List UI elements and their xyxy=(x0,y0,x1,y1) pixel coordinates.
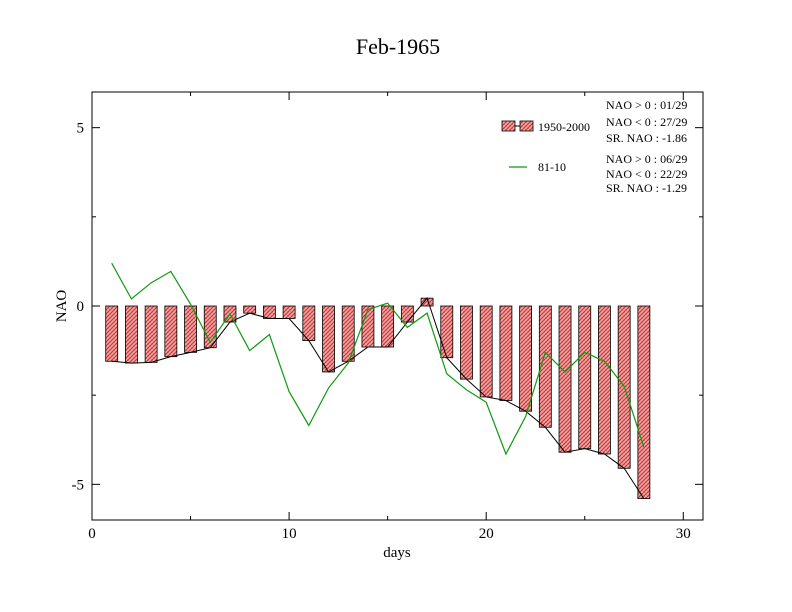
stat-nao-positive-1950: NAO > 0 : 01/29 xyxy=(606,98,687,112)
x-tick-label-0: 0 xyxy=(88,526,96,542)
axis-tick-labels: 0 10 20 30 -5 0 5 xyxy=(72,121,691,542)
legend-label-81-10: 81-10 xyxy=(538,160,566,174)
bar-day-15 xyxy=(381,305,395,348)
legend-bar-swatch-2 xyxy=(519,120,534,132)
x-axis-label: days xyxy=(383,545,411,561)
stat-nao-negative-1950: NAO < 0 : 27/29 xyxy=(606,115,687,129)
stat-sr-nao-1950: SR. NAO : -1.86 xyxy=(606,131,687,145)
bar-day-14 xyxy=(361,305,375,348)
x-tick-label-10: 10 xyxy=(282,526,297,542)
bar-day-24 xyxy=(558,305,572,453)
bar-day-21 xyxy=(499,305,513,401)
bar-day-3 xyxy=(144,305,158,363)
bar-day-26 xyxy=(598,305,611,455)
bar-day-9 xyxy=(262,305,276,319)
bar-day-22 xyxy=(519,305,533,412)
bar-day-4 xyxy=(164,305,178,358)
bar-day-8 xyxy=(243,305,257,314)
x-tick-label-30: 30 xyxy=(676,526,691,542)
legend-label-1950-2000: 1950-2000 xyxy=(538,120,590,134)
chart-title: Feb-1965 xyxy=(356,34,440,59)
y-tick-label-5: 5 xyxy=(77,121,85,137)
stat-nao-negative-8110: NAO < 0 : 22/29 xyxy=(606,167,687,181)
bar-day-20 xyxy=(479,305,493,398)
bar-day-25 xyxy=(578,305,592,450)
y-tick-label-0: 0 xyxy=(77,299,85,315)
bar-day-12 xyxy=(322,305,335,373)
x-tick-label-20: 20 xyxy=(479,526,494,542)
y-axis-label: NAO xyxy=(54,290,70,323)
stat-nao-positive-8110: NAO > 0 : 06/29 xyxy=(606,152,687,166)
bar-day-16 xyxy=(400,305,414,323)
bar-outline-line xyxy=(111,297,645,499)
bar-day-28 xyxy=(637,305,651,500)
bar-day-2 xyxy=(125,305,138,364)
y-tick-label--5: -5 xyxy=(72,477,85,493)
legend: 1950-2000 81-10 NAO > 0 : 01/29 NAO < 0 … xyxy=(501,98,687,195)
axis-ticks xyxy=(91,92,703,520)
legend-bar-swatch-1 xyxy=(501,120,516,132)
bar-series xyxy=(105,297,651,500)
line-series-81-10 xyxy=(111,262,645,456)
stat-sr-nao-8110: SR. NAO : -1.29 xyxy=(606,181,687,195)
bar-day-19 xyxy=(460,305,473,380)
bar-day-10 xyxy=(282,305,296,319)
bar-day-18 xyxy=(440,305,454,359)
bar-day-1 xyxy=(105,305,119,362)
